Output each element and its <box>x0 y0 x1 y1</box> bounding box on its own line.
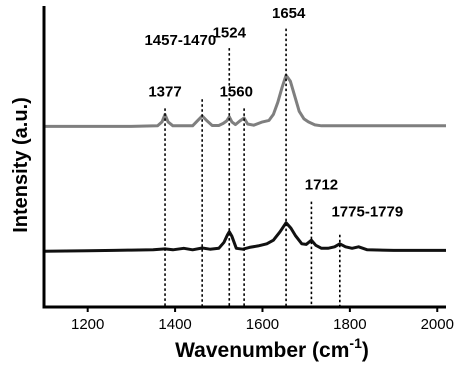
x-tick-label-1: 1400 <box>158 316 191 333</box>
x-axis-title-superscript: -1 <box>349 335 362 351</box>
x-axis-title-suffix: ) <box>362 339 369 362</box>
peak-label-2: 1524 <box>213 25 247 42</box>
x-tick-label-3: 1800 <box>333 316 366 333</box>
peak-label-6: 1775-1779 <box>331 204 403 221</box>
series-line-1 <box>43 221 446 253</box>
series-line-0 <box>44 73 446 128</box>
y-axis-title: Intensity (a.u.) <box>10 97 32 233</box>
x-axis-title: Wavenumber (cm-1) <box>175 335 369 362</box>
peak-label-1: 1457-1470 <box>144 32 216 49</box>
x-tick-label-4: 2000 <box>421 316 454 333</box>
x-axis-ticks: 1200 1400 1600 1800 2000 <box>71 307 454 333</box>
peak-label-4: 1654 <box>272 5 306 22</box>
x-axis-title-main: Wavenumber (cm <box>175 339 349 362</box>
peak-label-5: 1712 <box>305 177 338 194</box>
plot-area <box>43 73 446 253</box>
peak-label-0: 1377 <box>148 83 181 100</box>
x-tick-label-2: 1600 <box>246 316 279 333</box>
peak-label-3: 1560 <box>220 83 253 100</box>
x-tick-label-0: 1200 <box>71 316 104 333</box>
